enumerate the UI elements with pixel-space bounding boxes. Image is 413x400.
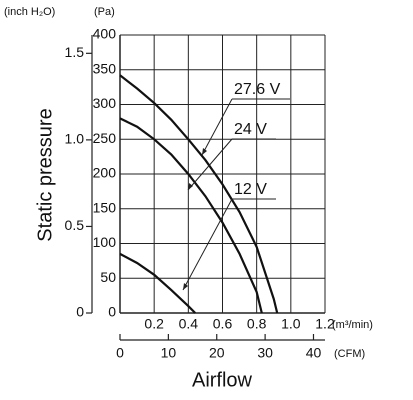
y-axis-title: Static pressure [34,108,56,241]
y-tick-label: 150 [93,199,117,215]
x2-unit: (CFM) [334,348,365,360]
x-tick-label: 1.0 [281,316,301,332]
arrow-head [202,148,207,155]
curve [119,252,196,314]
x-tick-label: 0.8 [247,316,267,332]
y-tick-label: 400 [93,26,117,42]
y2-tick-label: 1.0 [65,131,85,147]
curve-label: 12 V [234,181,267,198]
arrow-head [188,183,193,190]
leader-line [201,98,233,156]
y-unit: (Pa) [94,6,115,18]
x-unit: (m³/min) [332,319,373,331]
x-tick-label: 0.4 [179,316,199,332]
leader-line [187,138,233,191]
x2-tick-label: 30 [257,345,273,361]
curve-label: 27.6 V [234,81,281,98]
x2-tick-label: 10 [161,345,177,361]
y-tick-label: 250 [93,130,117,146]
y2-tick-label: 0 [76,304,84,320]
arrow-head [183,283,188,290]
y-tick-label: 0 [108,304,116,320]
leader-line [182,198,233,291]
x-axis-title: Airflow [192,369,253,391]
x2-tick-label: 0 [116,345,124,361]
curve [119,74,279,314]
y-tick-label: 350 [93,60,117,76]
curve-label: 24 V [234,121,267,138]
y-tick-label: 100 [93,234,117,250]
curve [119,117,263,314]
y2-unit: (inch H₂O) [4,6,55,18]
y-tick-label: 300 [93,95,117,111]
x-tick-label: 1.2 [315,316,335,332]
x-tick-label: 0.2 [144,316,164,332]
y2-tick-label: 1.5 [65,44,85,60]
y-tick-label: 50 [100,269,116,285]
y2-tick-label: 0.5 [65,217,85,233]
x2-tick-label: 40 [306,345,322,361]
x2-tick-label: 20 [209,345,225,361]
y-tick-label: 200 [93,165,117,181]
x-tick-label: 0.6 [213,316,233,332]
